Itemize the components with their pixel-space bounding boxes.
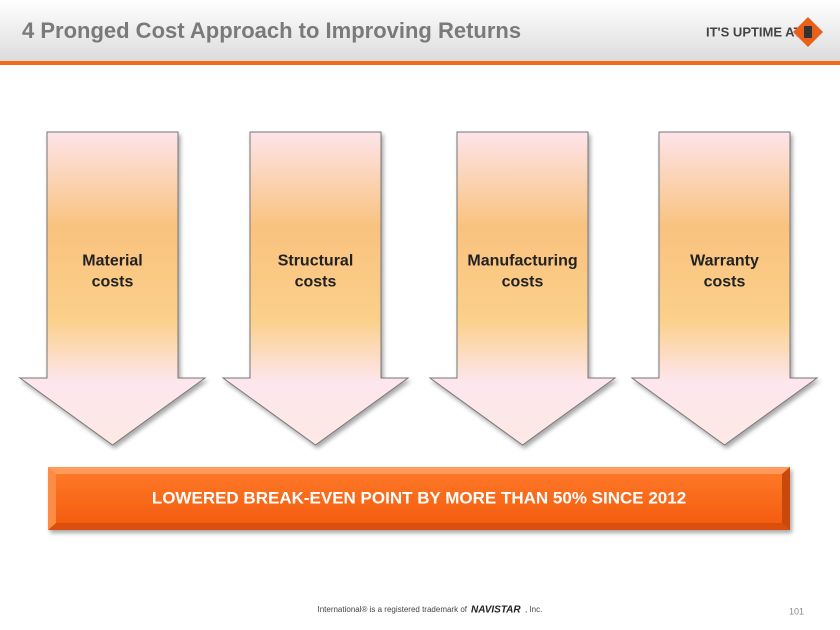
arrow <box>221 131 410 446</box>
arrow-label: costs <box>92 274 134 291</box>
footer-suffix: , Inc. <box>525 605 542 614</box>
footer-prefix: International® is a registered trademark… <box>317 605 467 614</box>
arrow <box>18 131 207 446</box>
footer-brand: NAVISTAR <box>471 605 521 616</box>
arrow-label: costs <box>502 274 544 291</box>
arrow-label: Warranty <box>690 253 759 270</box>
arrow-label: Manufacturing <box>467 253 577 270</box>
header-bar <box>0 0 840 61</box>
logo-text: IT'S UPTIME AT <box>706 24 802 39</box>
arrow-label: Structural <box>278 253 354 270</box>
banner <box>48 467 790 530</box>
banner-text: LOWERED BREAK-EVEN POINT BY MORE THAN 50… <box>152 488 686 507</box>
arrow <box>630 131 819 446</box>
slide-title: 4 Pronged Cost Approach to Improving Ret… <box>22 18 521 43</box>
arrow-label: costs <box>704 274 746 291</box>
logo-icon <box>793 17 823 47</box>
arrow-label: costs <box>295 274 337 291</box>
arrow-label: Material <box>82 253 142 270</box>
arrow <box>428 131 617 446</box>
header-rule <box>0 61 840 65</box>
page-number: 101 <box>789 606 804 616</box>
